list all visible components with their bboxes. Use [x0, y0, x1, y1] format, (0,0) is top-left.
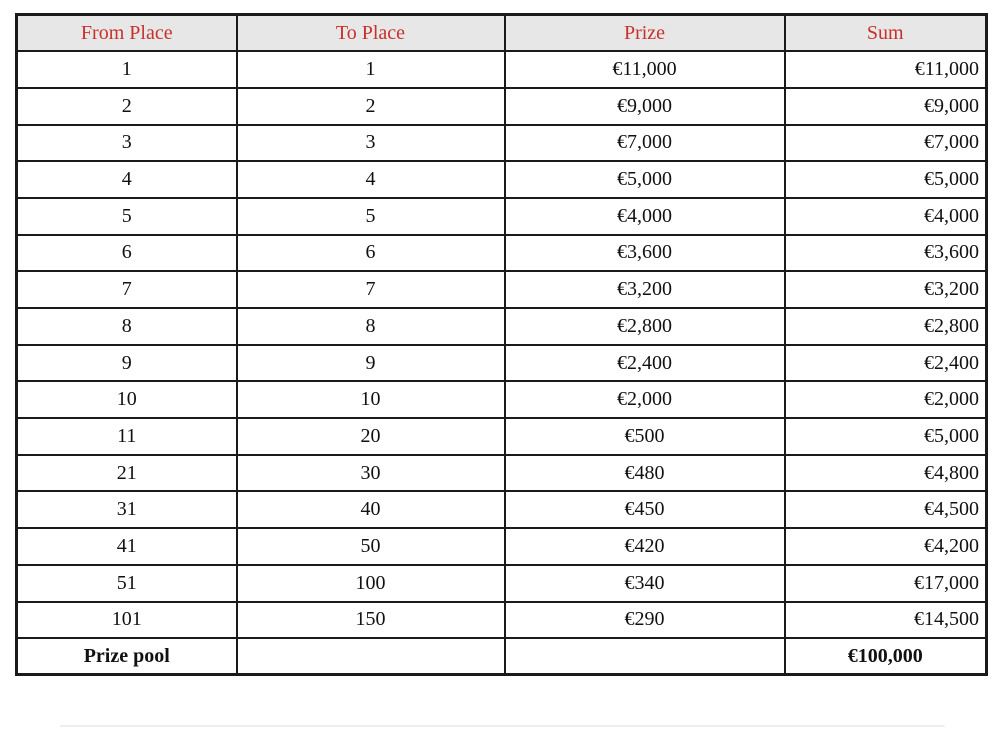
cell-from-place: 7	[15, 270, 238, 309]
table-row: 1 1 €11,000 €11,000	[15, 50, 988, 89]
cell-to-place: 6	[235, 233, 506, 273]
cell-sum: €4,200	[783, 527, 988, 566]
cell-prize: €420	[503, 527, 786, 566]
cell-to-place: 40	[235, 490, 506, 530]
table-row: 41 50 €420 €4,200	[15, 527, 988, 566]
table-row: 10 10 €2,000 €2,000	[15, 380, 988, 420]
cell-to-place: 1	[235, 50, 506, 89]
cell-to-place: 50	[235, 527, 506, 566]
cell-to-place: 100	[235, 563, 506, 603]
cell-from-place: 2	[15, 86, 238, 126]
cell-prize: €2,000	[503, 380, 786, 420]
cell-from-place: 8	[15, 307, 238, 346]
cell-to-place: 2	[235, 86, 506, 126]
cell-sum: €2,000	[783, 380, 988, 420]
header-from-place: From Place	[15, 13, 238, 53]
header-sum: Sum	[783, 13, 988, 53]
cell-sum: €11,000	[783, 50, 988, 89]
cell-to-place: 3	[235, 123, 506, 163]
table-row: 5 5 €4,000 €4,000	[15, 196, 988, 236]
cell-prize: €450	[503, 490, 786, 530]
cell-sum: €2,400	[783, 343, 988, 383]
cell-prize: €4,000	[503, 196, 786, 236]
cell-from-place: 31	[15, 490, 238, 530]
cell-from-place: 5	[15, 196, 238, 236]
cell-prize: €3,600	[503, 233, 786, 273]
cell-total-sum: €100,000	[783, 637, 988, 676]
cell-prize: €480	[503, 453, 786, 493]
footer-row: Prize pool €100,000	[15, 637, 988, 676]
table-row: 9 9 €2,400 €2,400	[15, 343, 988, 383]
header-to-place: To Place	[235, 13, 506, 53]
cell-sum: €17,000	[783, 563, 988, 603]
table-row: 2 2 €9,000 €9,000	[15, 86, 988, 126]
cell-sum: €5,000	[783, 417, 988, 456]
table-row: 4 4 €5,000 €5,000	[15, 160, 988, 199]
cell-from-place: 41	[15, 527, 238, 566]
cell-from-place: 101	[15, 600, 238, 640]
prize-distribution-table: From Place To Place Prize Sum 1 1 €11,000 €11,…	[15, 13, 988, 677]
cell-from-place: 51	[15, 563, 238, 603]
cell-prize: €3,200	[503, 270, 786, 309]
cell-sum: €4,000	[783, 196, 988, 236]
table-row: 31 40 €450 €4,500	[15, 490, 988, 530]
table-row: 3 3 €7,000 €7,000	[15, 123, 988, 163]
cell-sum: €5,000	[783, 160, 988, 199]
cell-sum: €3,200	[783, 270, 988, 309]
cell-sum: €3,600	[783, 233, 988, 273]
table-row: 21 30 €480 €4,800	[15, 453, 988, 493]
cell-sum: €2,800	[783, 307, 988, 346]
cell-to-place: 9	[235, 343, 506, 383]
cell-prize: €9,000	[503, 86, 786, 126]
header-prize: Prize	[503, 13, 786, 53]
cell-from-place: 1	[15, 50, 238, 89]
cell-from-place: 3	[15, 123, 238, 163]
cell-footer-prize-empty	[503, 637, 786, 676]
table-row: 11 20 €500 €5,000	[15, 417, 988, 456]
table-row: 7 7 €3,200 €3,200	[15, 270, 988, 309]
cell-from-place: 6	[15, 233, 238, 273]
cell-prize-pool-label: Prize pool	[15, 637, 238, 676]
cell-from-place: 11	[15, 417, 238, 456]
cell-sum: €7,000	[783, 123, 988, 163]
page-shadow-artifact	[60, 725, 945, 727]
cell-to-place: 10	[235, 380, 506, 420]
table-row: 51 100 €340 €17,000	[15, 563, 988, 603]
cell-to-place: 7	[235, 270, 506, 309]
table-row: 8 8 €2,800 €2,800	[15, 307, 988, 346]
cell-from-place: 4	[15, 160, 238, 199]
cell-from-place: 10	[15, 380, 238, 420]
cell-sum: €9,000	[783, 86, 988, 126]
cell-prize: €5,000	[503, 160, 786, 199]
cell-to-place: 30	[235, 453, 506, 493]
cell-prize: €2,400	[503, 343, 786, 383]
cell-to-place: 20	[235, 417, 506, 456]
cell-prize: €290	[503, 600, 786, 640]
cell-to-place: 8	[235, 307, 506, 346]
cell-sum: €14,500	[783, 600, 988, 640]
table-row: 101 150 €290 €14,500	[15, 600, 988, 640]
header-row: From Place To Place Prize Sum	[15, 13, 988, 53]
cell-prize: €11,000	[503, 50, 786, 89]
cell-to-place: 5	[235, 196, 506, 236]
table-body: 1 1 €11,000 €11,000 2 2 €9,000 €9,000 3 3 €7,000 €7…	[15, 50, 988, 640]
table-row: 6 6 €3,600 €3,600	[15, 233, 988, 273]
cell-sum: €4,800	[783, 453, 988, 493]
cell-prize: €7,000	[503, 123, 786, 163]
cell-prize: €2,800	[503, 307, 786, 346]
cell-to-place: 150	[235, 600, 506, 640]
cell-footer-to-place-empty	[235, 637, 506, 676]
cell-from-place: 9	[15, 343, 238, 383]
cell-sum: €4,500	[783, 490, 988, 530]
cell-from-place: 21	[15, 453, 238, 493]
cell-to-place: 4	[235, 160, 506, 199]
cell-prize: €500	[503, 417, 786, 456]
cell-prize: €340	[503, 563, 786, 603]
